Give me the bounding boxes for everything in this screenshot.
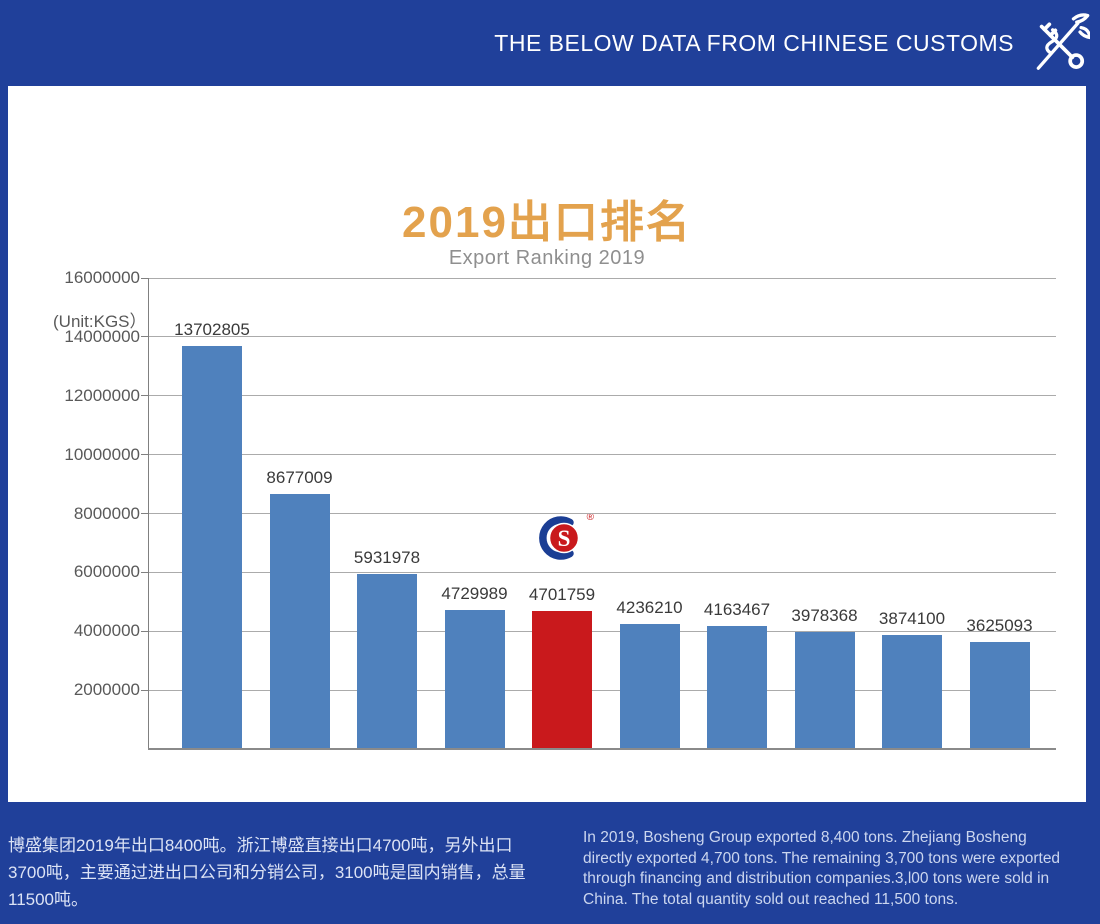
header-title: THE BELOW DATA FROM CHINESE CUSTOMS (494, 29, 1014, 56)
footer-bar: 博盛集团2019年出口8400吨。浙江博盛直接出口4700吨，另外出口3700吨… (0, 802, 1100, 924)
footer-text-en: In 2019, Bosheng Group exported 8,400 to… (583, 829, 1061, 908)
footer-text-zh: 博盛集团2019年出口8400吨。浙江博盛直接出口4700吨，另外出口3700吨… (8, 836, 526, 909)
unit-label: (Unit:KGS） (53, 312, 147, 331)
header-bar: THE BELOW DATA FROM CHINESE CUSTOMS (0, 0, 1100, 86)
page-title: 2019出口排名 (402, 198, 692, 247)
page-subtitle: Export Ranking 2019 (448, 247, 646, 269)
content-panel: 2019出口排名 Export Ranking 2019 (Unit:KGS） (8, 86, 1086, 802)
customs-emblem-icon (1036, 13, 1090, 70)
